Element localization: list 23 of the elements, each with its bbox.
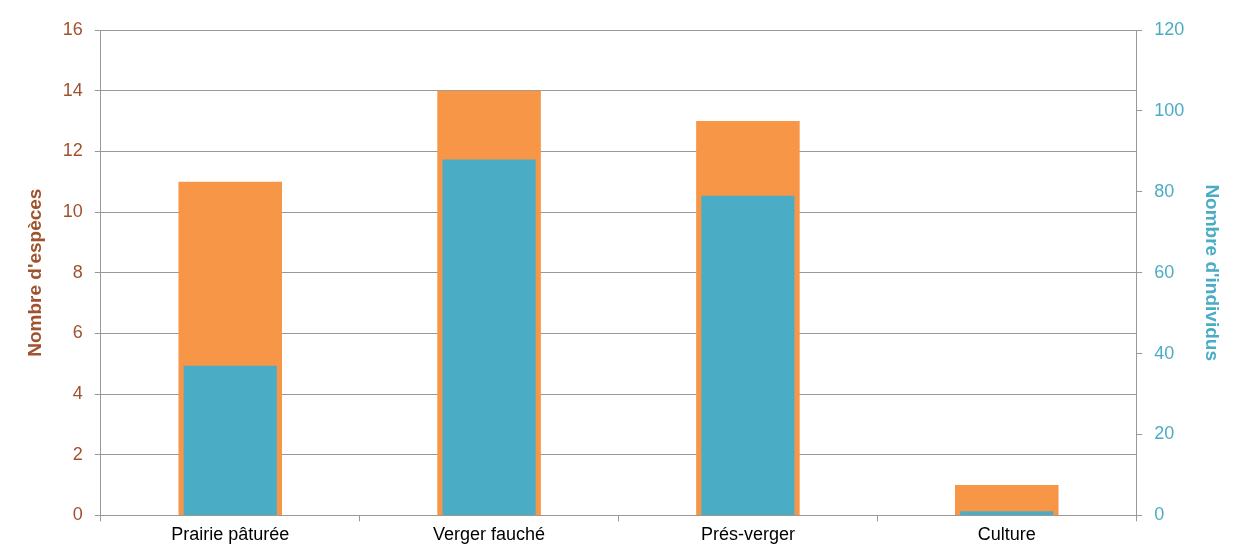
bar [960, 511, 1054, 515]
x-tick-label: Culture [977, 524, 1036, 545]
y-axis-title: Nombre d'espèces [23, 188, 45, 357]
y-tick-label: 8 [72, 261, 83, 282]
y-tick-label: 10 [62, 200, 83, 221]
y2-tick-label: 0 [1154, 504, 1165, 525]
x-tick-label: Prés-verger [700, 524, 795, 545]
y-tick-label: 2 [72, 443, 83, 464]
y-tick-label: 6 [72, 322, 83, 343]
y2-tick-label: 40 [1154, 342, 1175, 363]
y2-tick-label: 20 [1154, 423, 1175, 444]
y2-axis-title: Nombre d'individus [1202, 184, 1224, 361]
y2-tick-label: 100 [1154, 99, 1185, 120]
y-tick-label: 12 [62, 140, 83, 161]
y2-tick-label: 60 [1154, 261, 1175, 282]
x-tick-label: Verger fauché [433, 524, 546, 545]
y-tick-label: 14 [62, 79, 83, 100]
y2-tick-label: 80 [1154, 180, 1175, 201]
y-tick-label: 16 [62, 18, 83, 39]
x-tick-label: Prairie pâturée [171, 524, 290, 545]
y-tick-label: 4 [72, 383, 83, 404]
y2-tick-label: 120 [1154, 18, 1185, 39]
y-tick-label: 0 [72, 504, 83, 525]
